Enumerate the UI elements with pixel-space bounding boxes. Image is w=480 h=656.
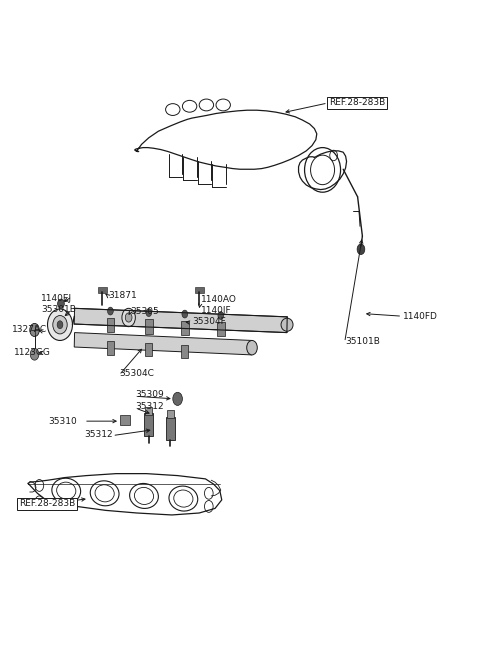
Circle shape [173, 392, 182, 405]
Polygon shape [74, 333, 252, 355]
Circle shape [182, 310, 188, 318]
Bar [166, 417, 175, 440]
Bar [145, 343, 152, 356]
Circle shape [218, 312, 224, 319]
Circle shape [30, 323, 39, 337]
Circle shape [30, 348, 39, 360]
Circle shape [357, 244, 365, 255]
Text: 1327AC: 1327AC [12, 325, 47, 335]
Text: 35301B: 35301B [41, 305, 76, 314]
Text: 1140EJ: 1140EJ [41, 294, 72, 303]
Text: 35101B: 35101B [346, 337, 381, 346]
Text: 35310: 35310 [48, 417, 77, 426]
Text: 35309: 35309 [135, 390, 164, 400]
Text: 35304C: 35304C [119, 369, 154, 379]
Bar [107, 318, 114, 332]
Text: REF.28-283B: REF.28-283B [19, 499, 75, 508]
Circle shape [57, 321, 63, 329]
Bar [145, 407, 152, 415]
Text: 1140AO: 1140AO [201, 295, 237, 304]
Ellipse shape [53, 316, 67, 334]
Bar [195, 287, 204, 293]
Text: 1123GG: 1123GG [14, 348, 51, 358]
Bar [120, 415, 130, 425]
Bar [144, 413, 153, 436]
Text: REF.28-283B: REF.28-283B [329, 98, 385, 108]
Circle shape [125, 313, 132, 322]
Text: 35305: 35305 [131, 307, 159, 316]
Text: 35312: 35312 [84, 430, 113, 439]
Bar [181, 344, 188, 358]
Bar [107, 341, 114, 354]
Bar [145, 319, 153, 334]
Ellipse shape [281, 318, 293, 331]
Bar [98, 287, 107, 293]
Text: 35304F: 35304F [192, 317, 226, 326]
Circle shape [122, 308, 135, 327]
Bar [181, 321, 189, 335]
Text: 31871: 31871 [108, 291, 137, 300]
Circle shape [108, 307, 113, 315]
Circle shape [58, 299, 64, 308]
Polygon shape [74, 308, 287, 333]
Text: 1140JF: 1140JF [201, 306, 231, 315]
Ellipse shape [48, 309, 72, 340]
Text: 1140FD: 1140FD [403, 312, 438, 321]
Circle shape [146, 309, 152, 317]
Text: 35312: 35312 [135, 401, 164, 411]
Bar [167, 410, 174, 418]
Ellipse shape [247, 340, 257, 355]
Bar [217, 322, 225, 337]
